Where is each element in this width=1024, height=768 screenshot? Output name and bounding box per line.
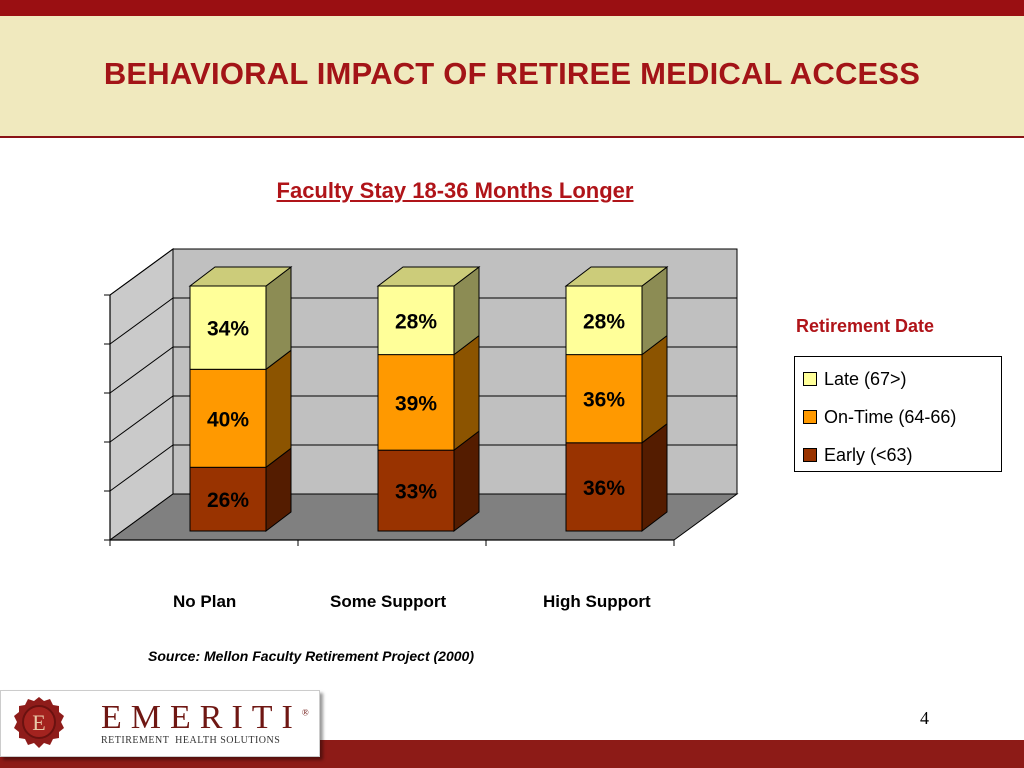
- logo-tagline: RETIREMENT HEALTH SOLUTIONS: [101, 735, 281, 746]
- data-label-early: 33%: [395, 481, 437, 504]
- chart-legend: Late (67>) On-Time (64-66) Early (<63): [794, 356, 1002, 472]
- bar-segment-early: [189, 466, 267, 532]
- bar-segment-on-time: [189, 368, 267, 468]
- company-logo: E EMERITI® RETIREMENT HEALTH SOLUTIONS: [0, 690, 320, 757]
- data-label-late: 28%: [583, 310, 625, 333]
- header-band: [0, 16, 1024, 138]
- bar-side-on-time: [265, 349, 292, 469]
- data-label-on-time: 40%: [207, 408, 249, 431]
- legend-item-on-time: On-Time (64-66): [803, 405, 956, 429]
- gridline: [109, 444, 737, 492]
- bar-top-late: [564, 266, 669, 287]
- legend-swatch-early: [803, 448, 817, 462]
- legend-label-late: Late (67>): [824, 368, 907, 389]
- legend-item-early: Early (<63): [803, 443, 913, 467]
- seal-letter: E: [32, 710, 45, 735]
- page-number: 4: [920, 708, 929, 728]
- legend-swatch-on-time: [803, 410, 817, 424]
- legend-swatch-late: [803, 372, 817, 386]
- bar-top-late: [188, 266, 293, 287]
- legend-title: Retirement Date: [796, 316, 935, 336]
- bar-side-on-time: [453, 334, 480, 452]
- bar-top-late: [376, 266, 481, 287]
- legend-label-on-time: On-Time (64-66): [824, 406, 957, 427]
- chart-side-wall: [109, 248, 174, 541]
- data-label-on-time: 36%: [583, 389, 625, 412]
- bar-segment-late: [377, 285, 455, 356]
- data-label-on-time: 39%: [395, 392, 437, 415]
- logo-registered-mark: ®: [301, 707, 309, 718]
- data-label-late: 34%: [207, 318, 249, 341]
- top-accent-strip: [0, 0, 1024, 16]
- category-label-some-support: Some Support: [330, 592, 447, 611]
- gridline: [109, 297, 737, 345]
- logo-wordmark: EMERITI®: [101, 699, 309, 737]
- bar-segment-on-time: [565, 354, 643, 444]
- category-label-high-support: High Support: [543, 592, 651, 611]
- gridline: [109, 248, 737, 296]
- bar-segment-late: [189, 285, 267, 370]
- logo-name: EMERITI: [101, 699, 302, 736]
- gridline: [109, 346, 737, 394]
- source-note: Source: Mellon Faculty Retirement Projec…: [148, 648, 474, 664]
- category-label-no-plan: No Plan: [173, 592, 237, 611]
- slide-title: BEHAVIORAL IMPACT OF RETIREE MEDICAL ACC…: [103, 56, 921, 91]
- bar-segment-early: [565, 442, 643, 532]
- data-label-early: 36%: [583, 477, 625, 500]
- legend-item-late: Late (67>): [803, 367, 907, 391]
- legend-label-early: Early (<63): [824, 444, 913, 465]
- gridline: [109, 395, 737, 443]
- wax-seal-icon: E: [14, 697, 64, 748]
- data-label-late: 28%: [395, 310, 437, 333]
- chart-title: Faculty Stay 18-36 Months Longer: [276, 178, 634, 203]
- data-label-early: 26%: [207, 489, 249, 512]
- bar-segment-late: [565, 285, 643, 356]
